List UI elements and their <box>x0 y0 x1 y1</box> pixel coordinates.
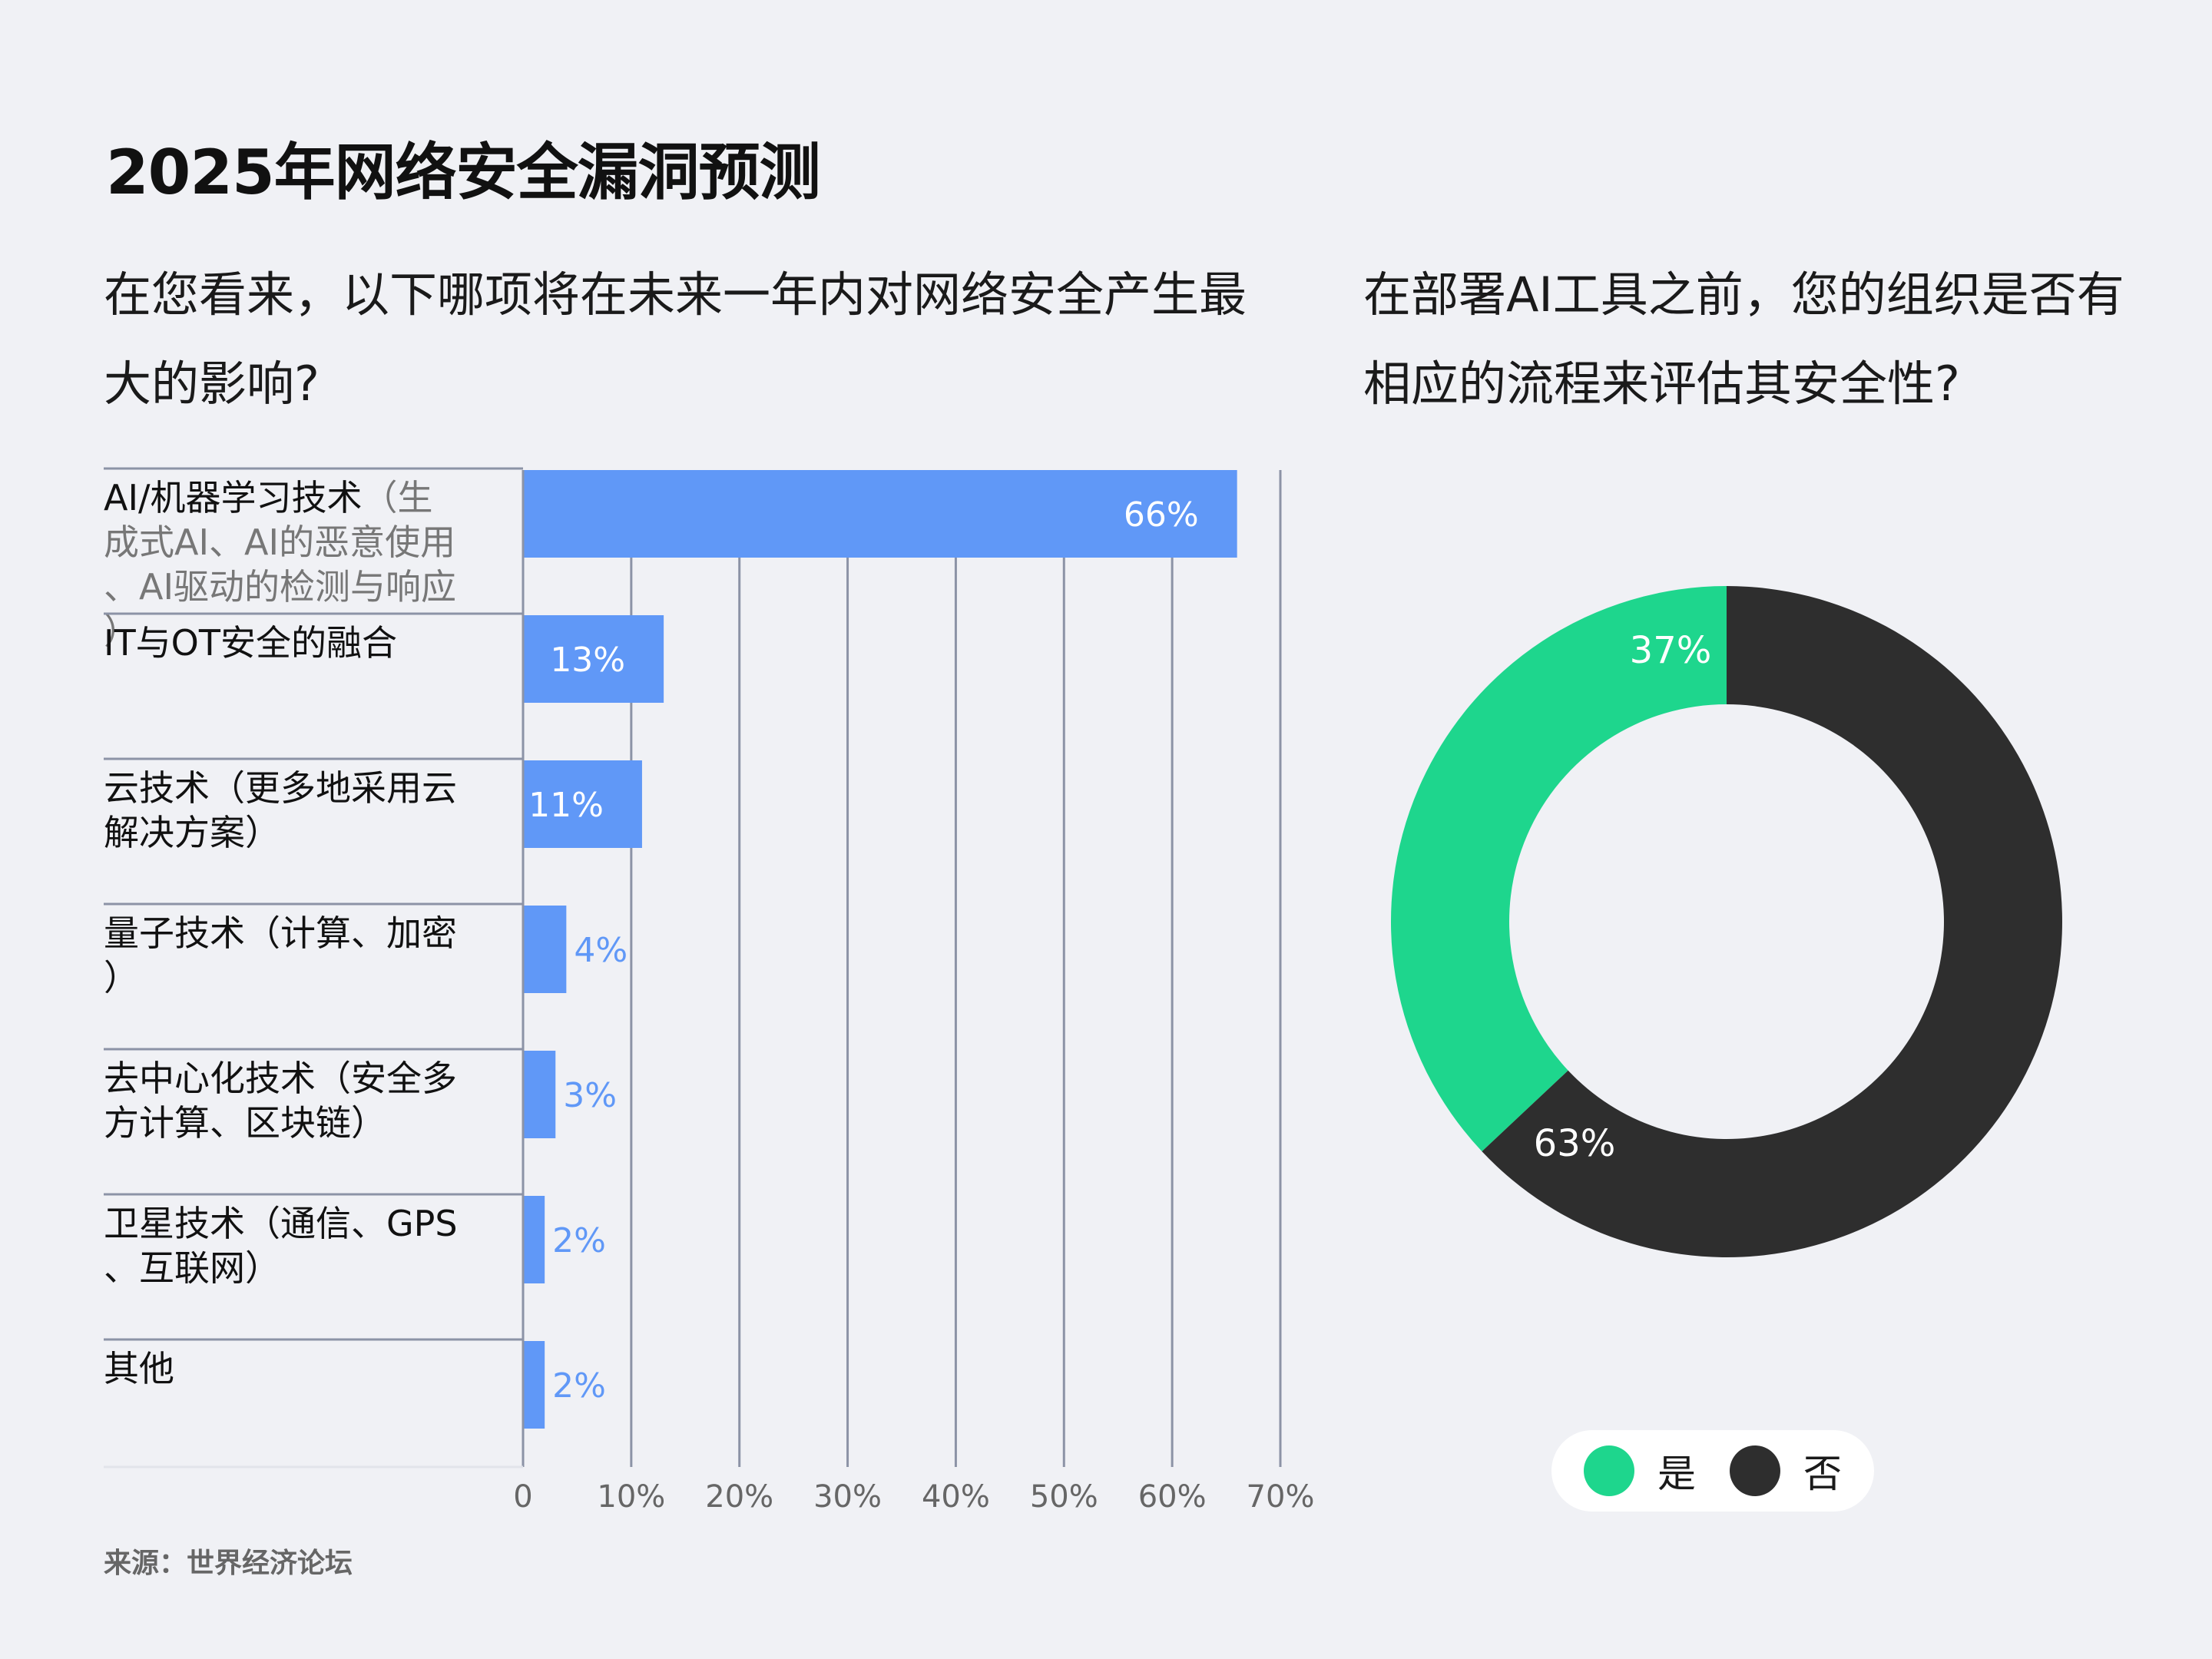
bar <box>523 1196 545 1283</box>
bar-value-label: 2% <box>552 1366 606 1406</box>
x-tick-label: 40% <box>922 1479 990 1515</box>
bar-value-label: 11% <box>528 786 604 825</box>
category-label: 量子技术（计算、加密） <box>104 912 457 998</box>
legend-item-yes: 是 <box>1584 1443 1696 1498</box>
x-tick-label: 50% <box>1030 1479 1098 1515</box>
bar <box>523 1341 545 1429</box>
bar-value-label: 13% <box>550 641 625 680</box>
bar-chart-question: 在您看来，以下哪项将在未来一年内对网络安全产生最大的影响? <box>104 267 1247 412</box>
category-label: IT与OT安全的融合 <box>104 622 397 664</box>
donut-chart-question: 在部署AI工具之前，您的组织是否有相应的流程来评估其安全性? <box>1363 267 2124 412</box>
category-label: AI/机器学习技术（生成式AI、AI的恶意使用、AI驱动的检测与响应） <box>104 477 456 652</box>
category-label: 云技术（更多地采用云解决方案） <box>104 767 457 853</box>
donut-legend: 是 否 <box>1551 1430 1874 1512</box>
x-tick-label: 70% <box>1247 1479 1315 1515</box>
donut-slice-yes <box>1391 586 1727 1152</box>
bar-value-label: 3% <box>563 1076 617 1115</box>
x-tick-label: 60% <box>1138 1479 1207 1515</box>
bar <box>523 906 567 993</box>
bar-value-label: 4% <box>574 931 628 970</box>
donut-label-no: 63% <box>1534 1122 1616 1165</box>
bar <box>523 760 642 848</box>
source-note: 来源：世界经济论坛 <box>104 1548 353 1579</box>
donut-label-yes: 37% <box>1630 629 1712 672</box>
x-tick-label: 0 <box>513 1479 532 1515</box>
donut-slice-no <box>1482 586 2062 1258</box>
bar <box>523 615 664 703</box>
category-label: 卫星技术（通信、GPS 、互联网） <box>104 1203 458 1289</box>
donut-chart: 37% 63% <box>1391 586 2062 1258</box>
legend-item-no: 否 <box>1730 1443 1842 1498</box>
legend-label-yes: 是 <box>1657 1452 1696 1496</box>
legend-swatch-no <box>1730 1445 1780 1496</box>
x-tick-label: 20% <box>705 1479 773 1515</box>
legend-swatch-yes <box>1584 1445 1634 1496</box>
bar <box>523 1051 556 1138</box>
x-tick-label: 10% <box>597 1479 665 1515</box>
category-label: 去中心化技术（安全多方计算、区块链） <box>104 1058 457 1144</box>
category-label: 其他 <box>104 1348 174 1389</box>
legend-label-no: 否 <box>1803 1452 1842 1496</box>
bar-value-label: 2% <box>552 1221 606 1260</box>
bar <box>523 470 1237 558</box>
page-title: 2025年网络安全漏洞预测 <box>106 137 821 208</box>
bar-chart: 0 10% 20% 30% 40% 50% 60% 70% 66% AI/机器学习技术（生成式AI… <box>104 467 1315 1515</box>
x-tick-label: 30% <box>813 1479 882 1515</box>
bar-value-label: 66% <box>1124 495 1199 535</box>
